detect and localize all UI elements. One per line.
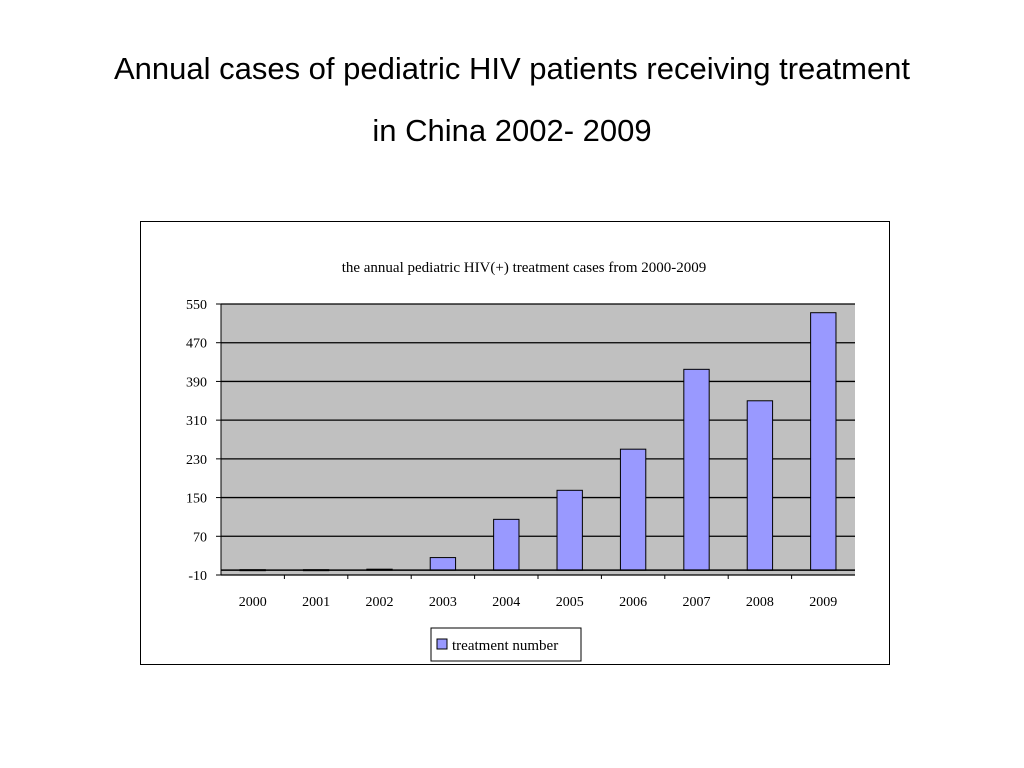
bar <box>556 489 583 571</box>
y-tick-label: 70 <box>193 530 207 545</box>
bar <box>429 557 457 571</box>
x-tick-label: 2008 <box>746 595 774 610</box>
slide-title-line-1: Annual cases of pediatric HIV patients r… <box>113 51 911 86</box>
gridlines <box>221 303 855 537</box>
y-tick-label: 550 <box>186 298 207 313</box>
bar <box>683 368 710 571</box>
bar-chart: the annual pediatric HIV(+) treatment ca… <box>186 260 855 662</box>
y-tick-label: 150 <box>186 492 207 507</box>
x-tick-labels: 2000 2001 2002 2003 2004 2005 2006 2007 2008 2009 <box>239 595 838 610</box>
bar <box>746 400 774 571</box>
chart-frame: the annual pediatric HIV(+) treatment ca… <box>140 221 890 665</box>
x-tick-label: 2001 <box>302 595 330 610</box>
x-tick-label: 2002 <box>366 595 394 610</box>
y-tick-label: 470 <box>186 337 207 352</box>
bar <box>493 518 520 571</box>
legend-swatch <box>436 638 448 650</box>
bar <box>619 448 647 571</box>
chart-title: the annual pediatric HIV(+) treatment ca… <box>342 260 707 276</box>
axes <box>216 303 855 579</box>
y-tick-labels: -10 70 150 230 310 390 470 550 <box>186 298 207 584</box>
x-tick-label: 2004 <box>492 595 520 610</box>
y-tick-label: -10 <box>188 569 207 584</box>
x-tick-label: 2009 <box>809 595 837 610</box>
bars <box>239 312 837 572</box>
x-tick-label: 2005 <box>556 595 584 610</box>
x-tick-label: 2003 <box>429 595 457 610</box>
y-tick-label: 390 <box>186 375 207 390</box>
slide-title-line-2: in China 2002- 2009 <box>372 113 652 148</box>
x-tick-label: 2007 <box>683 595 711 610</box>
legend-label: treatment number <box>452 638 558 654</box>
y-tick-label: 310 <box>186 414 207 429</box>
legend-box <box>430 627 582 662</box>
slide-title: Annual cases of pediatric HIV patients r… <box>0 38 1024 162</box>
x-tick-label: 2000 <box>239 595 267 610</box>
legend: treatment number <box>430 627 582 662</box>
bar <box>810 312 837 571</box>
x-tick-label: 2006 <box>619 595 647 610</box>
y-tick-label: 230 <box>186 453 207 468</box>
